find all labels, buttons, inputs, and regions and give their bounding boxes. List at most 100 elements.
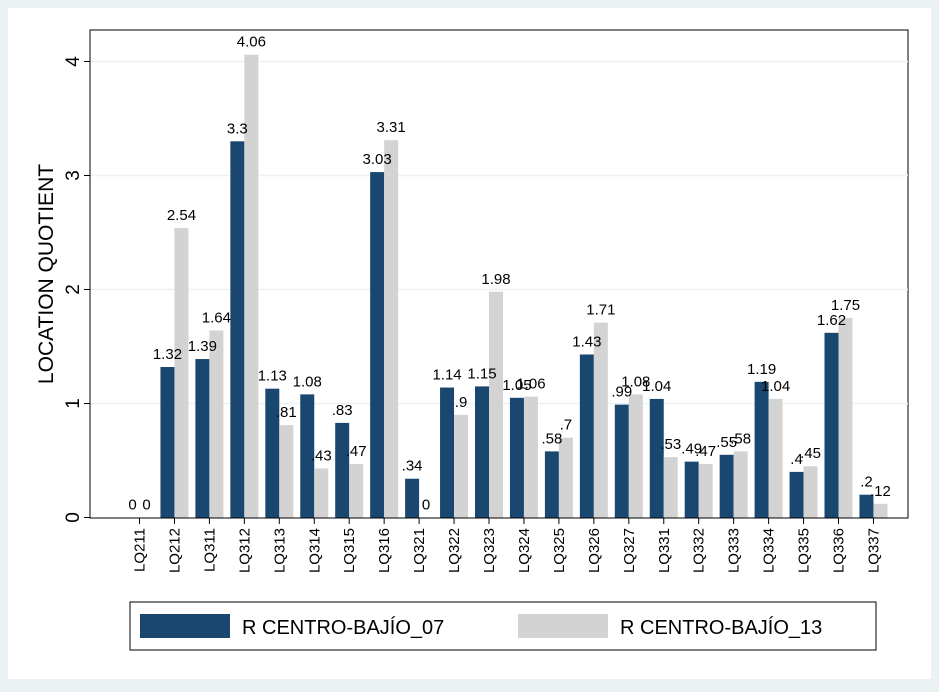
y-tick-label: 1	[63, 398, 84, 409]
legend-label-series-07: R CENTRO-BAJÍO_07	[242, 616, 444, 639]
bar-series-13	[663, 457, 678, 518]
bar-series-13	[349, 463, 364, 518]
data-label-series-07: 3.3	[227, 120, 248, 137]
data-label-series-07: .49	[681, 441, 702, 458]
data-labels-layer: 0 01.322.541.391.643.34.061.13.811.08.43.…	[128, 34, 891, 514]
x-category-label: LQ333	[726, 528, 743, 573]
x-category-label: LQ212	[166, 528, 183, 573]
data-label-series-13: .12	[870, 483, 891, 500]
bar-series-07	[579, 354, 594, 518]
data-label-series-07: 1.39	[188, 338, 217, 355]
data-label-series-13: .81	[276, 404, 297, 421]
data-label-series-07: 1.43	[572, 333, 601, 350]
data-label-series-07: 1.14	[432, 367, 461, 384]
bar-series-07	[230, 141, 245, 518]
data-label-series-13: 1.98	[481, 271, 510, 288]
bar-series-13	[558, 437, 573, 518]
bar-series-07	[335, 422, 350, 518]
data-label-series-07: .2	[860, 474, 873, 491]
data-label-series-13: 1.75	[831, 297, 860, 314]
x-category-label: LQ312	[236, 528, 253, 573]
data-label-series-13: 1.08	[621, 373, 650, 390]
bar-series-13	[244, 54, 259, 518]
data-label-series-13: .47	[695, 443, 716, 460]
x-category-label: LQ323	[481, 528, 498, 573]
data-label-series-13: 1.64	[202, 310, 231, 327]
x-category-label: LQ314	[306, 528, 323, 573]
legend-swatch-series-07	[140, 614, 230, 638]
bar-series-07	[440, 387, 455, 518]
x-category-label: LQ322	[446, 528, 463, 573]
bar-series-13	[768, 398, 783, 518]
bar-series-07	[789, 471, 804, 518]
data-label-series-07: 0	[128, 497, 136, 514]
data-label-series-07: 3.03	[363, 151, 392, 168]
bar-series-13	[454, 414, 469, 518]
data-label-series-13: 2.54	[167, 207, 196, 224]
data-label-series-13: 1.71	[586, 302, 615, 319]
x-category-label: LQ325	[551, 528, 568, 573]
data-label-series-07: 1.05	[502, 377, 531, 394]
bar-series-13	[838, 318, 853, 518]
data-label-series-07: .4	[790, 451, 803, 468]
bar-series-07	[475, 386, 489, 518]
bar-series-13	[489, 291, 503, 518]
data-label-series-13: 1.06	[516, 376, 545, 393]
data-label-series-07: .99	[611, 384, 632, 401]
data-label-series-07: 1.08	[293, 373, 322, 390]
data-label-series-13: .7	[560, 417, 573, 434]
legend-swatch-series-13	[518, 614, 608, 638]
data-label-series-07: .58	[541, 430, 562, 447]
y-tick-label: 4	[63, 56, 84, 67]
x-category-label: LQ326	[586, 528, 603, 573]
data-label-series-07: .55	[716, 434, 737, 451]
bar-series-07	[754, 381, 769, 518]
y-tick-label: 3	[63, 170, 84, 181]
x-category-label: LQ334	[761, 528, 778, 573]
x-axis: LQ211 LQ212 LQ311 LQ312 LQ313 LQ314 LQ315 LQ316…	[132, 518, 882, 573]
legend-box	[129, 601, 877, 651]
bar-series-07	[684, 461, 699, 518]
data-label-series-13: .9	[455, 394, 468, 411]
data-label-series-07: .83	[332, 402, 353, 419]
bar-series-07	[160, 367, 175, 518]
y-tick-label: 0	[63, 512, 84, 523]
data-label-series-13: 4.06	[237, 34, 266, 51]
bar-series-07	[614, 404, 629, 518]
bar-series-13	[698, 463, 713, 518]
bar-series-13	[873, 503, 888, 518]
data-label-series-13: .45	[800, 445, 821, 462]
x-category-label: LQ331	[656, 528, 673, 573]
bar-series-07	[195, 359, 210, 518]
data-label-series-07: 1.62	[817, 312, 846, 329]
bar-series-07	[405, 478, 420, 518]
data-label-series-13: 3.31	[377, 119, 406, 136]
bar-series-07	[859, 494, 874, 518]
data-label-series-07: 1.32	[153, 346, 182, 363]
y-axis: 0 1 2 3 4	[63, 30, 91, 523]
bar-series-13	[733, 451, 748, 518]
bar-series-07	[824, 332, 839, 518]
bar-series-07	[719, 454, 734, 518]
x-category-label: LQ337	[865, 528, 882, 573]
bar-series-13	[593, 322, 608, 518]
data-label-series-13: .58	[730, 430, 751, 447]
x-category-label: LQ316	[376, 528, 393, 573]
data-label-series-13: 0	[422, 497, 430, 514]
y-tick-label: 2	[63, 284, 84, 295]
legend: R CENTRO-BAJÍO_07 R CENTRO-BAJÍO_13	[129, 601, 877, 651]
bar-series-13	[803, 466, 818, 518]
y-axis-title: LOCATION QUOTIENT	[35, 164, 58, 384]
data-label-series-07: 1.13	[258, 368, 287, 385]
bar-series-13	[523, 396, 538, 518]
data-label-series-13: .53	[660, 436, 681, 453]
x-category-label: LQ321	[411, 528, 428, 573]
data-label-series-13: 0	[142, 497, 150, 514]
bar-series-13	[279, 425, 294, 518]
x-category-label: LQ327	[621, 528, 638, 573]
data-label-series-13: .47	[346, 443, 367, 460]
x-category-label: LQ211	[132, 528, 149, 572]
bar-series-13	[384, 140, 399, 518]
